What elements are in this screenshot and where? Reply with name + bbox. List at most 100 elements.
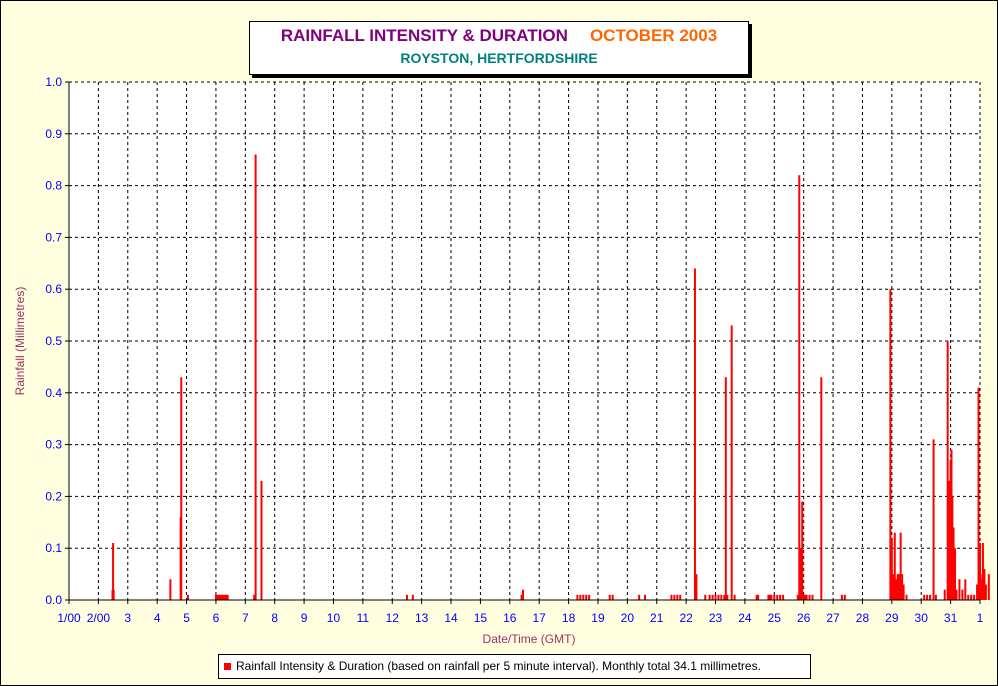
rain-bar <box>730 325 733 600</box>
rain-bar <box>576 594 579 600</box>
rain-bar <box>952 527 955 600</box>
rain-bar <box>805 594 808 600</box>
y-tick-label: 1.0 <box>45 75 62 89</box>
rain-bar <box>901 574 904 600</box>
y-tick-label: 0.7 <box>45 230 62 244</box>
x-tick-label: 9 <box>301 611 308 625</box>
rain-bar <box>723 594 726 600</box>
x-tick-label: 20 <box>621 611 635 625</box>
rain-bar <box>579 594 582 600</box>
rain-bar <box>799 548 802 600</box>
grid-lines <box>69 81 981 600</box>
x-tick-label: 23 <box>709 611 723 625</box>
x-tick-label: 8 <box>271 611 278 625</box>
rain-bar <box>169 579 172 600</box>
rain-bar <box>214 594 217 600</box>
rain-bar <box>958 579 961 600</box>
rain-bar <box>905 594 908 600</box>
rain-bar <box>582 594 585 600</box>
x-tick-label: 2/00 <box>87 611 111 625</box>
x-tick-label: 24 <box>738 611 752 625</box>
rain-bar <box>216 594 219 600</box>
y-tick-label: 0.6 <box>45 282 62 296</box>
x-tick-label: 5 <box>183 611 190 625</box>
rain-bar <box>929 594 932 600</box>
rain-bar <box>955 589 958 600</box>
x-tick-label: 15 <box>474 611 488 625</box>
x-tick-label: 28 <box>856 611 870 625</box>
rain-bar <box>679 594 682 600</box>
rain-bar <box>673 594 676 600</box>
rain-bar <box>225 594 228 600</box>
rain-bar <box>782 594 785 600</box>
rain-bar <box>895 579 898 600</box>
rain-bar <box>979 543 981 600</box>
rain-bar <box>892 574 895 600</box>
rain-bar <box>801 501 804 600</box>
rain-bar <box>970 594 973 600</box>
rain-bar <box>773 594 776 600</box>
rain-bar <box>219 594 222 600</box>
rain-bar <box>724 377 727 600</box>
y-tick-label: 0.8 <box>45 179 62 193</box>
x-tick-label: 21 <box>650 611 664 625</box>
rain-bar <box>843 594 846 600</box>
rain-bar <box>611 594 614 600</box>
x-tick-label: 12 <box>386 611 400 625</box>
x-tick-label: 1 <box>977 611 984 625</box>
rain-bar <box>755 594 758 600</box>
legend-label: Rainfall Intensity & Duration (based on … <box>236 659 761 673</box>
rain-bar <box>776 594 779 600</box>
rain-bar <box>804 594 807 600</box>
rain-bar <box>522 589 525 600</box>
rain-bar <box>708 594 711 600</box>
x-tick-label: 17 <box>533 611 547 625</box>
legend: Rainfall Intensity & Duration (based on … <box>218 654 811 679</box>
rain-bar <box>608 594 611 600</box>
chart-month: OCTOBER 2003 <box>589 26 718 45</box>
rain-bar <box>733 594 736 600</box>
x-tick-label: 1/00 <box>57 611 81 625</box>
rain-bar <box>253 594 256 600</box>
rain-bar <box>411 594 414 600</box>
rain-bar <box>726 594 729 600</box>
y-tick-label: 0.5 <box>45 334 62 348</box>
chart-subtitle: ROYSTON, HERTFORDSHIRE <box>400 50 598 66</box>
rain-bar <box>226 594 229 600</box>
rain-bar <box>981 543 984 600</box>
x-axis-label: Date/Time (GMT) <box>483 632 576 646</box>
rain-bar <box>987 574 990 600</box>
rain-bar <box>588 594 591 600</box>
rain-bar <box>946 341 949 600</box>
rain-bar <box>890 537 893 600</box>
rain-bar <box>638 594 641 600</box>
x-tick-label: 3 <box>124 611 131 625</box>
rain-bar <box>254 154 257 600</box>
rain-bar <box>112 543 115 600</box>
rain-bar <box>976 584 979 600</box>
rain-bar <box>926 594 929 600</box>
y-tick-label: 0.2 <box>45 489 62 503</box>
x-tick-label: 14 <box>444 611 458 625</box>
rain-bar <box>896 574 899 600</box>
rain-bar <box>767 594 770 600</box>
rain-bar <box>643 594 646 600</box>
rain-bar <box>967 594 970 600</box>
rain-bar <box>898 574 901 600</box>
x-tick-label: 27 <box>826 611 840 625</box>
rain-bar <box>220 594 223 600</box>
legend-swatch <box>224 663 231 671</box>
rain-bar <box>951 496 954 600</box>
y-tick-labels: 0.0 0.1 0.2 0.3 0.4 0.5 0.6 0.7 0.8 0.9 1.0 <box>45 75 69 607</box>
chart-title: RAINFALL INTENSITY & DURATION <box>280 26 568 45</box>
x-tick-label: 29 <box>885 611 899 625</box>
y-tick-label: 0.3 <box>45 438 62 452</box>
rain-bar <box>889 289 892 600</box>
x-tick-label: 7 <box>242 611 249 625</box>
rain-bar <box>670 594 673 600</box>
rain-bar <box>757 594 760 600</box>
rain-bar <box>768 594 771 600</box>
rain-bar <box>223 594 226 600</box>
rain-bar <box>984 584 987 600</box>
rain-bar <box>899 532 902 600</box>
